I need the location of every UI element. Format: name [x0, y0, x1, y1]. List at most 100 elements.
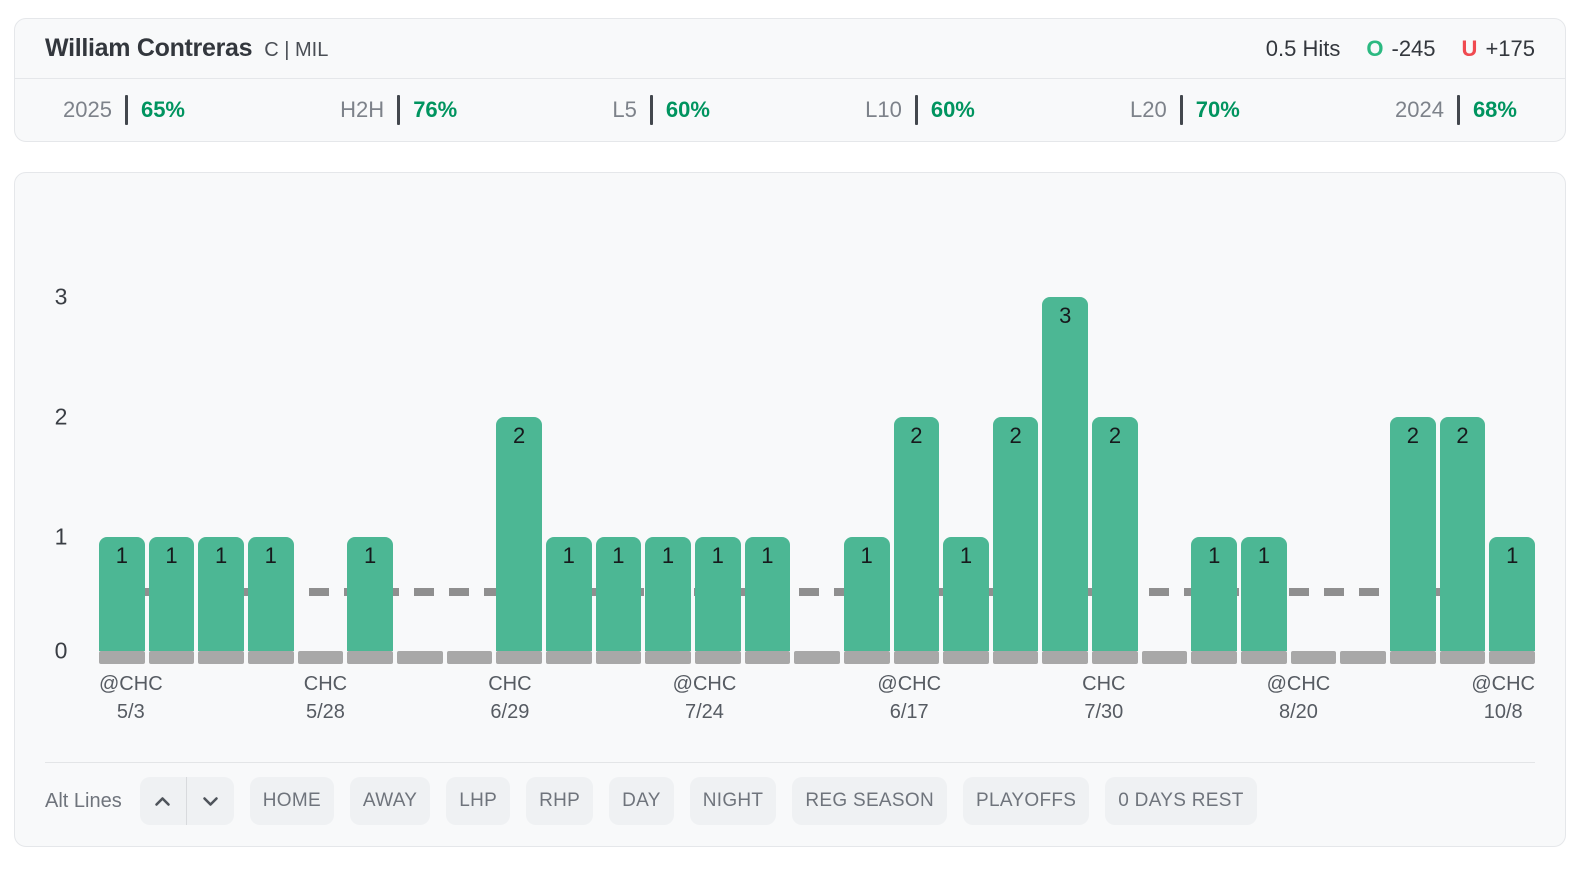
bar-column[interactable]: [396, 651, 443, 664]
stat-2024: 2024 68%: [1395, 95, 1517, 125]
filter-lhp[interactable]: LHP: [446, 777, 511, 825]
divider: [45, 762, 1535, 763]
prop-line-threshold: [99, 588, 1535, 596]
bar-base-stub: [1141, 651, 1188, 664]
filter-day[interactable]: DAY: [609, 777, 674, 825]
stat-label: H2H: [340, 97, 385, 122]
stat-label: L5: [612, 97, 637, 122]
bar: 1: [1489, 537, 1536, 651]
bar-column[interactable]: 1: [1191, 537, 1238, 664]
filter-home[interactable]: HOME: [249, 777, 334, 825]
filter-0-days-rest[interactable]: 0 DAYS REST: [1105, 777, 1257, 825]
bar-column[interactable]: 1: [1489, 537, 1536, 664]
game-log-chart-card: 0 1 2 3 1 1 1 1 1 2 1 1 1 1 1 1 2 1 2 3 2 1 1 2 2 1 @CHC 5/3 CHC 5/…: [14, 172, 1566, 847]
bar-value-label: 1: [661, 543, 675, 568]
stat-label: 2025: [63, 97, 112, 122]
x-tick-label: @CHC 5/3: [99, 673, 163, 723]
bar-column[interactable]: 1: [148, 537, 195, 664]
bar-base-stub: [247, 651, 294, 664]
bar-column[interactable]: 1: [1241, 537, 1287, 664]
stat-value: 60%: [665, 97, 710, 122]
bar-column[interactable]: 1: [645, 537, 691, 664]
bar: 3: [1042, 297, 1089, 651]
stat-l10: L10 60%: [865, 95, 975, 125]
bar-column[interactable]: 2: [1439, 417, 1486, 664]
x-tick-slot: @CHC 8/20: [1267, 670, 1331, 726]
under-icon: U: [1461, 35, 1478, 61]
bar-column[interactable]: 1: [744, 537, 791, 664]
bar-column[interactable]: 1: [843, 537, 890, 664]
stats-row: 2025 65% H2H 76% L5 60% L10 60% L20 70% 2024 68%: [15, 79, 1565, 141]
bar-column[interactable]: 1: [943, 537, 989, 664]
filter-night[interactable]: NIGHT: [689, 777, 777, 825]
filter-pills: HOME AWAY LHP RHP DAY NIGHT REG SEASON PLAYOFFS…: [249, 777, 1257, 825]
bar: 2: [1390, 417, 1436, 651]
bar-column[interactable]: 2: [496, 417, 542, 664]
bar: 1: [595, 537, 642, 651]
x-tick-slot: [443, 670, 485, 726]
bar-column[interactable]: 3: [1042, 297, 1089, 664]
x-tick-label: @CHC 7/24: [672, 673, 737, 723]
stat-label: 2024: [1394, 97, 1444, 122]
stat-label: L20: [1130, 97, 1167, 122]
filter-playoffs[interactable]: PLAYOFFS: [962, 777, 1090, 825]
alt-line-up-button[interactable]: [140, 777, 187, 825]
bar-base-stub: [1390, 651, 1436, 664]
filter-away[interactable]: AWAY: [349, 777, 431, 825]
bar-column[interactable]: [1290, 651, 1337, 664]
bar-column[interactable]: 1: [347, 537, 393, 664]
bar: 2: [992, 417, 1039, 651]
bar-base-stub: [744, 651, 791, 664]
bar-column[interactable]: 1: [247, 537, 294, 664]
bar-value-label: 1: [761, 543, 774, 568]
bar: 1: [99, 537, 145, 651]
bar-base-stub: [198, 651, 244, 664]
stat-divider: [914, 95, 918, 125]
bar-column[interactable]: [794, 651, 840, 664]
bar-column[interactable]: 2: [1092, 417, 1138, 664]
over-odds-button[interactable]: O -245: [1366, 36, 1435, 62]
stat-value: 68%: [1472, 97, 1517, 122]
under-odds-button[interactable]: U +175: [1462, 36, 1535, 62]
x-tick-slot: [1334, 670, 1376, 726]
bar-column[interactable]: 1: [595, 537, 642, 664]
bar-column[interactable]: [1141, 651, 1188, 664]
y-tick-label: 2: [54, 403, 68, 430]
x-tick-label: @CHC 6/17: [877, 673, 942, 723]
stat-divider: [649, 95, 653, 125]
bar-base-stub: [99, 651, 145, 664]
bar-value-label: 1: [264, 543, 277, 568]
x-tick-slot: [351, 670, 393, 726]
stat-label: L10: [865, 97, 902, 122]
bar: 1: [1241, 537, 1287, 651]
stat-value: 70%: [1195, 97, 1240, 122]
bar-column[interactable]: 1: [198, 537, 244, 664]
bar-column[interactable]: 2: [992, 417, 1039, 664]
stat-value: 65%: [140, 97, 185, 122]
bar-column[interactable]: [446, 651, 493, 664]
bar-column[interactable]: 1: [545, 537, 592, 664]
bar-base-stub: [595, 651, 642, 664]
bar-base-stub: [1092, 651, 1138, 664]
bar-value-label: 1: [612, 543, 625, 568]
stat-value: 76%: [413, 97, 458, 122]
bar-column[interactable]: 1: [694, 537, 741, 664]
bar-value-label: 1: [959, 543, 973, 568]
bar-column[interactable]: 2: [893, 417, 940, 664]
y-tick-label: 3: [54, 283, 68, 310]
bar-column[interactable]: 1: [99, 537, 145, 664]
alt-lines-label: Alt Lines: [45, 789, 122, 812]
filter-reg-season[interactable]: REG SEASON: [792, 777, 947, 825]
stat-divider: [124, 95, 128, 125]
alt-line-down-button[interactable]: [187, 777, 234, 825]
bar-column[interactable]: [297, 651, 344, 664]
bar-base-stub: [496, 651, 542, 664]
filter-rhp[interactable]: RHP: [526, 777, 594, 825]
bar-value-label: 1: [363, 543, 377, 568]
bar: 1: [545, 537, 592, 651]
bar-column[interactable]: 2: [1390, 417, 1436, 664]
x-tick-slot: [740, 670, 782, 726]
bar-base-stub: [694, 651, 741, 664]
bar-column[interactable]: [1340, 651, 1387, 664]
bar-value-label: 1: [1257, 543, 1271, 568]
